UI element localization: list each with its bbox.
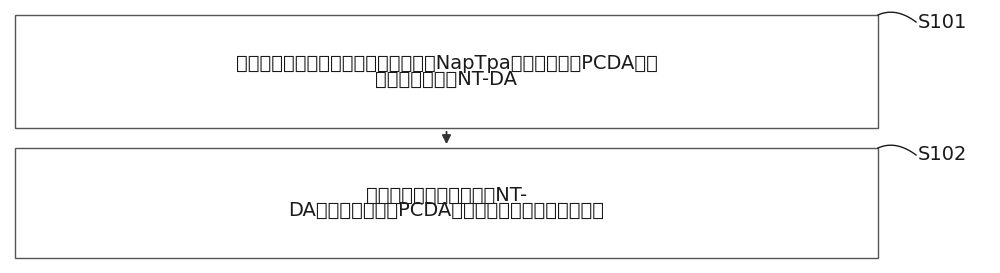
Bar [15,148,878,258]
Text: 通过薄膜水化法将化合物NT-: 通过薄膜水化法将化合物NT- [366,186,527,205]
Bar [15,15,878,128]
Text: S101: S101 [918,13,967,31]
Text: DA与两亲性聚合物PCDA制备超分子聚合荧光纳米材料: DA与两亲性聚合物PCDA制备超分子聚合荧光纳米材料 [288,201,604,220]
Text: S102: S102 [918,146,967,165]
Text: 将具有聚集诱导发光特性的荧光小分子NapTpa与二乙炔单体PCDA共价: 将具有聚集诱导发光特性的荧光小分子NapTpa与二乙炔单体PCDA共价 [236,54,657,73]
Text: 结合得到化合物NT-DA: 结合得到化合物NT-DA [376,70,518,89]
